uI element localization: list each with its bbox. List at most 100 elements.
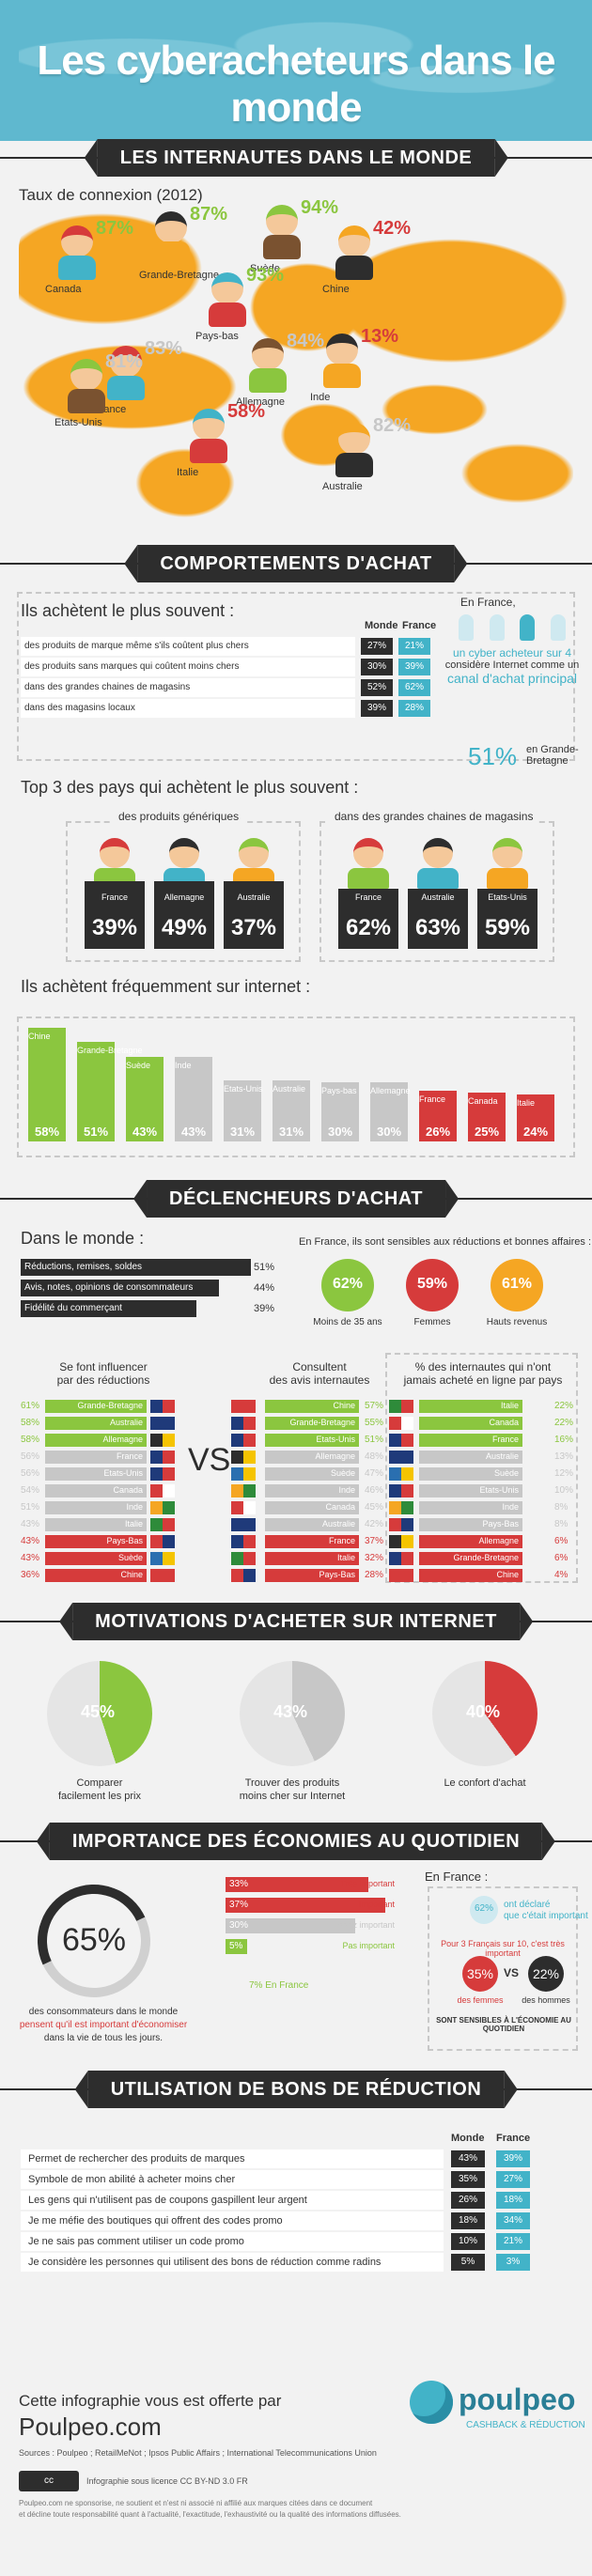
influence-country: Allemagne xyxy=(478,1536,519,1545)
influence-pct: 43% xyxy=(21,1519,40,1529)
character-head xyxy=(193,409,225,441)
influence-bar xyxy=(419,1400,522,1413)
chart-bar xyxy=(321,1082,359,1141)
chart-bar xyxy=(273,1080,310,1141)
monde-title: Dans le monde : xyxy=(21,1229,145,1248)
flag-icon xyxy=(231,1434,256,1447)
column-title: % des internautes qui n'ont xyxy=(414,1360,552,1373)
bons-monde-cell: 10% xyxy=(451,2233,485,2250)
chart-bar xyxy=(224,1080,261,1141)
country-figure xyxy=(207,272,248,327)
economie-bar xyxy=(226,1918,355,1933)
country-figure xyxy=(105,346,147,400)
monde-bar-label: Fidélité du commerçant xyxy=(24,1303,122,1313)
influence-bar xyxy=(419,1518,522,1531)
bons-col-monde: Monde xyxy=(451,2133,485,2144)
fr-pct: 62% xyxy=(474,1903,493,1914)
flag-icon xyxy=(150,1467,175,1481)
influence-country: Grande-Bretagne xyxy=(453,1553,519,1562)
bons-france-cell: 27% xyxy=(496,2171,530,2188)
flag-icon xyxy=(389,1501,413,1514)
connexion-subtitle: Taux de connexion (2012) xyxy=(19,186,203,204)
character-body xyxy=(58,256,96,280)
fr-box xyxy=(428,1886,578,2051)
influence-pct: 22% xyxy=(554,1418,574,1428)
col-jamais-box xyxy=(385,1353,578,1583)
monde-bar xyxy=(21,1300,196,1317)
influence-country: Etats-Unis xyxy=(316,1435,355,1444)
country-name: Pays-bas xyxy=(195,331,239,342)
section-banner-internautes: LES INTERNAUTES DANS LE MONDE xyxy=(0,139,592,177)
character-head xyxy=(211,272,243,304)
bons-row-label: Je me méfie des boutiques qui offrent de… xyxy=(21,2211,444,2230)
chart-bar xyxy=(370,1082,408,1141)
bons-monde-cell: 5% xyxy=(451,2254,485,2271)
flag-icon xyxy=(389,1518,413,1531)
flag-icon xyxy=(150,1501,175,1514)
top3-pedestal xyxy=(477,889,537,949)
monde-cell: 39% xyxy=(361,700,393,717)
top3-pct: 49% xyxy=(161,915,208,940)
top3-title: Top 3 des pays qui achètent le plus souv… xyxy=(21,778,359,797)
top3-chaines-label: dans des grandes chaines de magasins xyxy=(329,810,539,823)
column-title: par des réductions xyxy=(56,1373,150,1387)
world-map-decoration xyxy=(19,11,573,124)
influence-country: Italie xyxy=(336,1553,355,1562)
country-pct: 93% xyxy=(246,265,285,286)
influence-country: Chine xyxy=(333,1401,355,1410)
influence-pct: 43% xyxy=(21,1553,40,1563)
character-head xyxy=(338,225,370,257)
influence-country: Pays-Bas xyxy=(106,1536,143,1545)
motivation-pct: 40% xyxy=(466,1702,501,1721)
character-body xyxy=(348,868,389,889)
influence-pct: 58% xyxy=(21,1435,40,1445)
motivation-pie xyxy=(240,1661,345,1766)
fr-title: En France : xyxy=(425,1870,489,1884)
influence-pct: 48% xyxy=(365,1451,384,1462)
country-figure xyxy=(334,225,375,280)
footer-site[interactable]: Poulpeo.com xyxy=(19,2413,162,2441)
bons-col-france: France xyxy=(496,2133,531,2144)
character-body xyxy=(68,389,105,413)
influence-country: Canada xyxy=(489,1418,519,1427)
economie-label: Important xyxy=(358,1900,395,1909)
influence-pct: 47% xyxy=(365,1468,384,1479)
influence-bar xyxy=(265,1552,359,1565)
country-pct: 87% xyxy=(96,218,134,239)
flag-icon xyxy=(231,1484,256,1497)
france-cell: 21% xyxy=(398,638,430,655)
influence-bar xyxy=(419,1501,522,1514)
influence-country: France xyxy=(116,1451,143,1461)
top3-pct: 39% xyxy=(91,915,138,940)
flag-icon xyxy=(389,1451,413,1464)
france-circle-label: Femmes xyxy=(413,1317,451,1327)
influence-country: Canada xyxy=(113,1485,143,1495)
motivation-label: moins cher sur Internet xyxy=(239,1791,346,1802)
influence-bar xyxy=(45,1569,147,1582)
page-title: Les cyberacheteurs dans le monde xyxy=(37,38,555,131)
plus-souvent-box xyxy=(17,592,575,761)
footer-license: Infographie sous licence CC BY-ND 3.0 FR xyxy=(86,2476,248,2486)
influence-country: Allemagne xyxy=(315,1451,355,1461)
influence-pct: 55% xyxy=(365,1418,384,1428)
fr-note: Pour 3 Français sur 10, c'est très impor… xyxy=(441,1939,565,1958)
monde-bar-label: Avis, notes, opinions de consommateurs xyxy=(24,1282,194,1293)
character-head xyxy=(353,838,383,868)
influence-bar xyxy=(419,1552,522,1565)
economies-desc1: des consommateurs dans le monde xyxy=(28,2007,179,2017)
influence-country: Grande-Bretagne xyxy=(77,1401,143,1410)
influence-bar xyxy=(419,1417,522,1430)
influence-country: Suède xyxy=(330,1468,355,1478)
economie-pct: 33% xyxy=(229,1879,249,1889)
economies-desc2: pensent qu'il est important d'économiser xyxy=(19,2020,188,2030)
flag-icon xyxy=(389,1535,413,1548)
chart-category-label: Allemagne xyxy=(370,1086,411,1095)
influence-pct: 54% xyxy=(21,1485,40,1496)
influence-bar xyxy=(45,1400,147,1413)
influence-country: Canada xyxy=(325,1502,355,1512)
country-pct: 13% xyxy=(361,326,399,347)
economie-label: Assez important xyxy=(334,1920,395,1930)
influence-bar xyxy=(265,1518,359,1531)
top3-generiques-label: des produits génériques xyxy=(113,810,245,823)
chart-category-label: Italie xyxy=(517,1098,536,1108)
